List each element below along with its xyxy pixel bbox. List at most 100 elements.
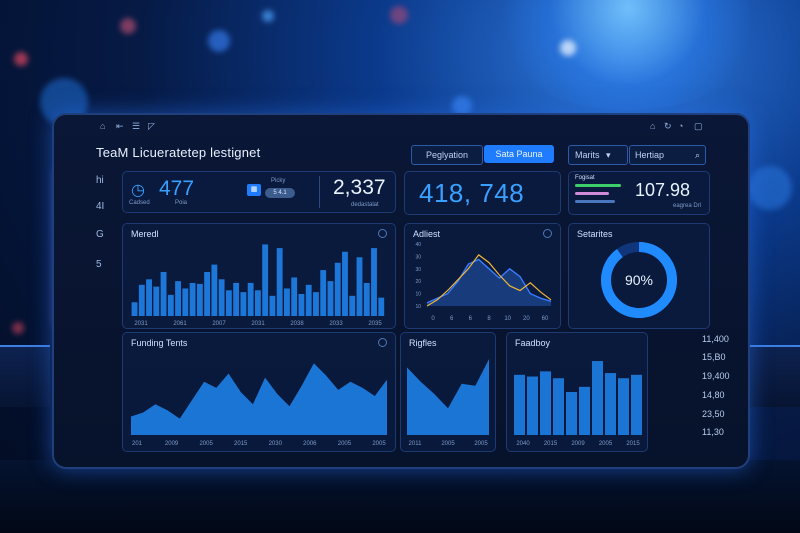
options-icon[interactable] — [378, 338, 387, 347]
kpi-card-3: 418, 748 — [404, 171, 561, 215]
y-tick-label: 11,30 — [702, 427, 724, 437]
x-tick-label: 2040 — [516, 441, 530, 447]
bar — [276, 248, 283, 316]
options-icon[interactable] — [378, 229, 387, 238]
bar — [334, 262, 341, 316]
x-tick-label: 2035 — [368, 321, 382, 327]
area-chart: 201 2009 2005 2015 2030 2006 2005 2005 — [131, 363, 387, 447]
bar — [189, 282, 196, 316]
sidebar-item-3[interactable]: G — [96, 229, 104, 240]
kpi-card-4: Fogisat 107.98 eagrea Drl — [568, 171, 710, 215]
flag-icon[interactable]: ◸ — [148, 121, 155, 131]
bar — [153, 286, 160, 316]
x-tick-label: 2009 — [571, 441, 585, 447]
bar — [146, 279, 152, 316]
kpi-sub-4: eagrea Drl — [673, 203, 702, 209]
bar — [618, 378, 629, 435]
bar — [320, 270, 327, 316]
chart-title: Faadboy — [515, 338, 551, 348]
bar — [342, 251, 348, 316]
bar — [349, 295, 356, 316]
sidebar-item-1[interactable]: hi — [96, 175, 104, 186]
filter-dropdown[interactable]: Marits ▾ — [568, 145, 628, 165]
bar — [211, 264, 218, 316]
bar — [167, 294, 174, 316]
kpi-value-2: 2,337 — [333, 176, 386, 199]
chart-title: Rigfles — [409, 338, 437, 348]
bar — [540, 371, 551, 435]
tab-sata-pauna[interactable]: Sata Pauna — [484, 145, 554, 163]
x-tick-label: 2061 — [173, 321, 187, 327]
bar — [605, 373, 616, 435]
y-tick-label: 10 — [415, 292, 421, 298]
bar — [527, 376, 538, 435]
x-tick-label: 2006 — [303, 441, 317, 447]
x-tick-label: 60 — [542, 316, 549, 322]
x-tick-label: 2005 — [372, 441, 386, 447]
background-globe — [488, 0, 768, 110]
bar — [160, 271, 167, 316]
donut-arc — [601, 242, 677, 318]
bar — [313, 292, 319, 316]
bar — [631, 374, 642, 435]
floor-reflection — [0, 460, 800, 533]
sidebar-item-4[interactable]: 5 — [96, 259, 102, 270]
status-badge: 5 4.1 — [265, 188, 295, 198]
kpi-value-4: 107.98 — [635, 180, 691, 200]
progress-bar-blue — [575, 200, 615, 203]
y-tick-label: 40 — [415, 242, 421, 248]
kpi-sub: Cadsed — [129, 200, 150, 206]
progress-bar-pink — [575, 192, 609, 195]
tab-peglyation[interactable]: Peglyation — [411, 145, 483, 165]
divider — [319, 176, 320, 208]
bar — [204, 271, 211, 316]
area-fill — [427, 259, 551, 306]
x-tick-label: 2005 — [474, 441, 488, 447]
chart-title: Funding Tents — [131, 338, 188, 348]
bell-icon[interactable]: ⌂ — [650, 121, 656, 131]
bar — [305, 284, 312, 316]
bar — [327, 281, 334, 316]
x-tick-label: 6 — [450, 316, 454, 322]
y-tick-label: 30 — [415, 267, 421, 273]
x-tick-label: 2015 — [626, 441, 640, 447]
bar — [553, 378, 564, 435]
home-icon[interactable]: ⌂ — [100, 121, 106, 131]
area-chart-2: 2011 2005 2005 — [407, 359, 489, 447]
back-icon[interactable]: ⇤ — [116, 121, 124, 131]
bokeh-light — [120, 18, 136, 34]
bar — [138, 284, 145, 316]
x-tick-label: 201 — [132, 441, 143, 447]
bar — [254, 290, 261, 316]
x-tick-label: 2033 — [329, 321, 343, 327]
combo-chart-card: Faadboy 2040 2015 2009 2005 2015 — [506, 332, 648, 452]
bar — [196, 283, 203, 316]
area-chart-card-2: Rigfles 2011 2005 2005 — [400, 332, 496, 452]
x-tick-label: 2030 — [269, 441, 283, 447]
search-label: Hertiap — [635, 150, 665, 160]
search-input[interactable]: Hertiap ⌕ — [629, 145, 706, 165]
area-chart-card: Funding Tents 201 2009 2005 2015 2030 2006 200… — [122, 332, 396, 452]
kpi-value-3: 418, 748 — [419, 178, 525, 208]
window-icon[interactable]: ▢ — [694, 121, 703, 131]
sidebar-item-2[interactable]: 4I — [96, 201, 105, 212]
line-chart-card: Adliest 40 30 30 20 10 10 0 6 6 8 10 20 60 — [404, 223, 561, 329]
donut-value: 90% — [625, 272, 653, 288]
menu-icon[interactable]: ☰ — [132, 121, 141, 131]
refresh-icon[interactable]: ↻ — [664, 121, 672, 131]
kpi-card-1: ◷ 477 Cadsed Poia ▦ Picky 5 4.1 2,337 de… — [122, 171, 396, 213]
y-tick-label: 19,400 — [702, 371, 730, 381]
bokeh-light — [14, 52, 28, 66]
settings-icon[interactable]: ◔ — [678, 121, 684, 131]
x-tick-label: 2005 — [599, 441, 613, 447]
bar — [247, 282, 254, 316]
bar — [225, 290, 232, 316]
search-icon: ⌕ — [694, 150, 700, 160]
bar — [218, 279, 225, 316]
bar — [592, 361, 603, 435]
bar — [566, 392, 577, 435]
options-icon[interactable] — [543, 229, 552, 238]
grid-icon: ▦ — [247, 184, 261, 196]
x-tick-label: 8 — [487, 316, 491, 322]
bokeh-light — [262, 10, 274, 22]
